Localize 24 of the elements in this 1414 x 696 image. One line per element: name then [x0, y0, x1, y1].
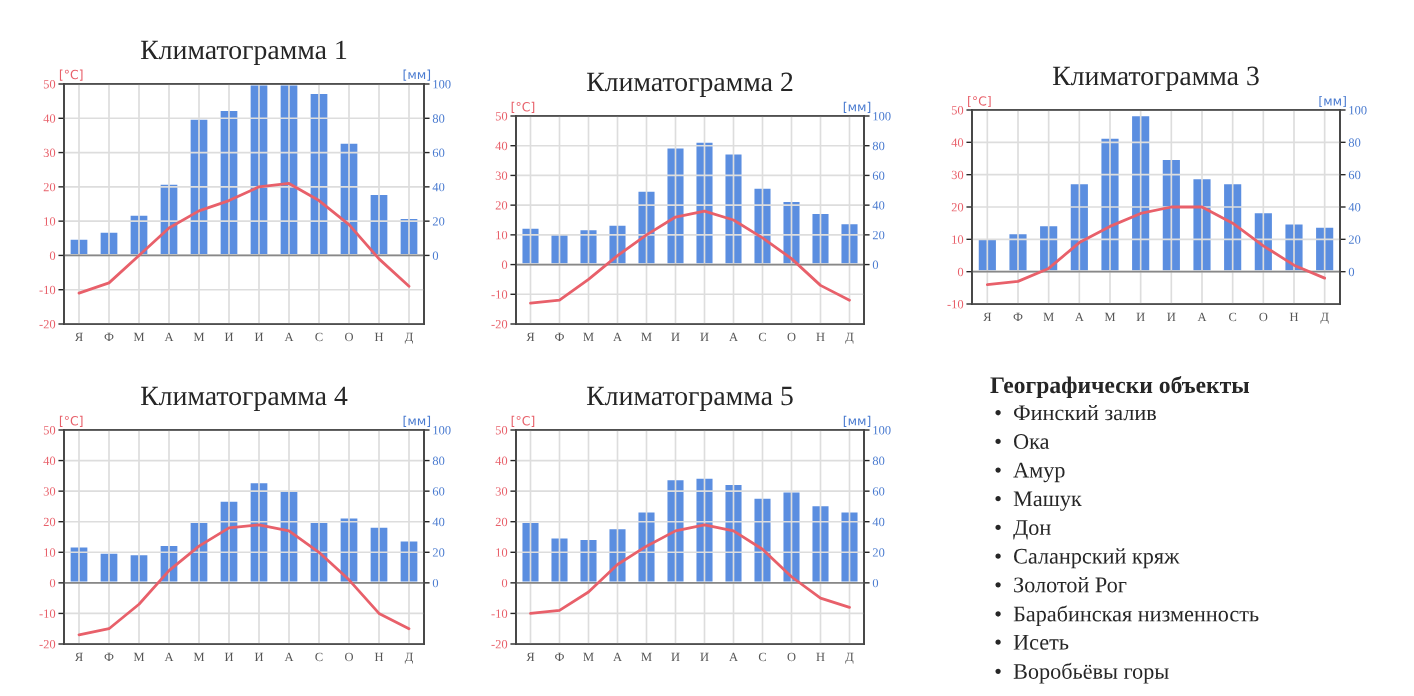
bar — [975, 236, 999, 274]
text: • Финский залив — [995, 404, 1156, 421]
chart-title: Климатограмма 1 — [140, 40, 347, 65]
text: • Исеть — [995, 634, 1069, 650]
line-series — [985, 205, 1327, 286]
line-series — [529, 523, 851, 615]
chart-title: Климатограмма 2 — [586, 72, 793, 97]
text: • Дон — [995, 520, 1051, 540]
text: • Саланрский кряж — [995, 548, 1180, 569]
text: • Ока — [995, 434, 1050, 449]
text: • Барабинская низменность — [995, 605, 1259, 627]
line-series — [529, 209, 851, 305]
text: Географически объекты — [990, 376, 1250, 398]
bar — [1313, 225, 1337, 274]
chart-title: Климатограмма 5 — [586, 386, 793, 411]
line-series — [77, 182, 411, 295]
text: • Воробьёвы горы — [995, 662, 1169, 684]
line-series — [77, 523, 411, 637]
bar — [1159, 157, 1183, 274]
chart-title: Климатограмма 3 — [1052, 66, 1259, 91]
chart-title: Климатограмма 4 — [140, 386, 348, 411]
text: • Золотой Рог — [995, 576, 1127, 593]
text: • Амур — [995, 462, 1065, 483]
text: • Машук — [995, 491, 1082, 511]
